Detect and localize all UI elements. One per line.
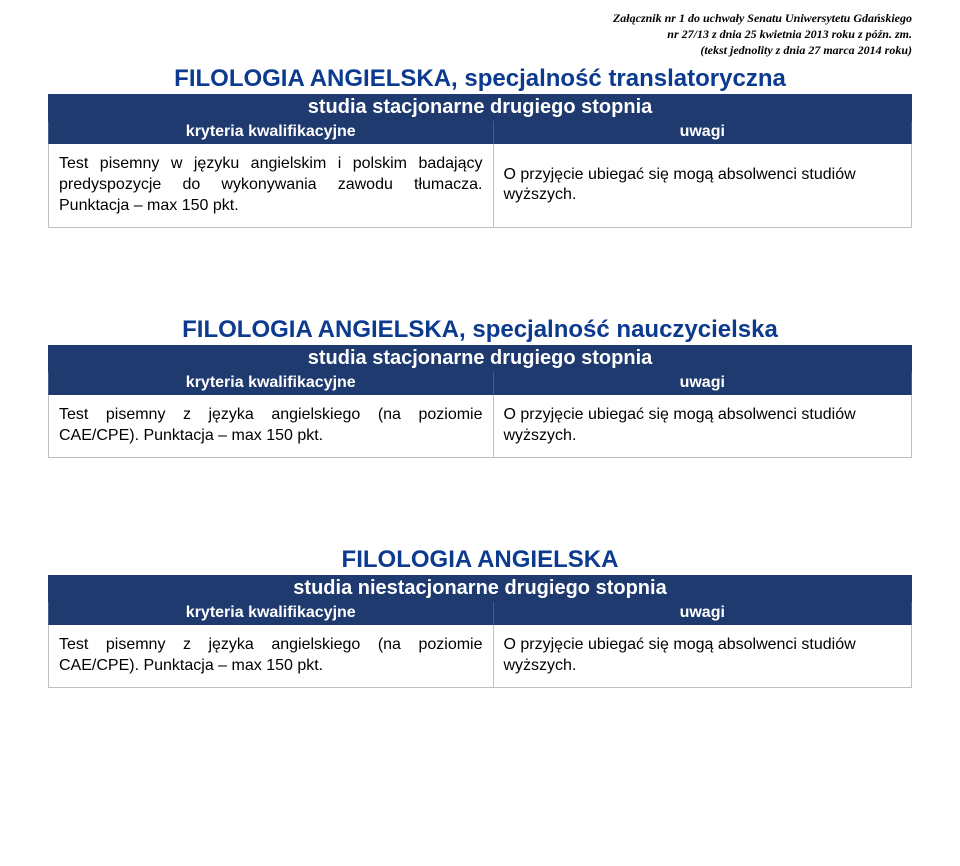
criteria-cell-left: Test pisemny z języka angielskiego (na p… xyxy=(49,625,494,687)
section-translatoryczna: FILOLOGIA ANGIELSKA, specjalność transla… xyxy=(48,65,912,228)
criteria-header-right: uwagi xyxy=(493,372,912,395)
criteria-cell-left: Test pisemny z języka angielskiego (na p… xyxy=(49,395,494,457)
criteria-header-left: kryteria kwalifikacyjne xyxy=(49,121,494,144)
section-title: FILOLOGIA ANGIELSKA xyxy=(48,546,912,574)
section-subtitle-bar: studia stacjonarne drugiego stopnia xyxy=(48,345,912,372)
criteria-header-left: kryteria kwalifikacyjne xyxy=(49,372,494,395)
section-nauczycielska: FILOLOGIA ANGIELSKA, specjalność nauczyc… xyxy=(48,316,912,458)
criteria-header-row: kryteria kwalifikacyjne uwagi xyxy=(49,372,912,395)
section-title: FILOLOGIA ANGIELSKA, specjalność nauczyc… xyxy=(48,316,912,344)
header-line-2: nr 27/13 z dnia 25 kwietnia 2013 roku z … xyxy=(667,27,912,41)
section-subtitle-bar: studia niestacjonarne drugiego stopnia xyxy=(48,575,912,602)
criteria-header-right: uwagi xyxy=(493,121,912,144)
criteria-cell-right: O przyjęcie ubiegać się mogą absolwenci … xyxy=(493,144,912,227)
page: Załącznik nr 1 do uchwały Senatu Uniwers… xyxy=(0,0,960,866)
criteria-body-row: Test pisemny z języka angielskiego (na p… xyxy=(49,395,912,457)
section-subtitle-bar: studia stacjonarne drugiego stopnia xyxy=(48,94,912,121)
header-line-1: Załącznik nr 1 do uchwały Senatu Uniwers… xyxy=(613,11,912,25)
criteria-header-row: kryteria kwalifikacyjne uwagi xyxy=(49,121,912,144)
criteria-cell-right: O przyjęcie ubiegać się mogą absolwenci … xyxy=(493,625,912,687)
header-line-3: (tekst jednolity z dnia 27 marca 2014 ro… xyxy=(700,43,912,57)
criteria-body-row: Test pisemny z języka angielskiego (na p… xyxy=(49,625,912,687)
criteria-table: kryteria kwalifikacyjne uwagi Test pisem… xyxy=(48,121,912,227)
criteria-cell-left: Test pisemny w języku angielskim i polsk… xyxy=(49,144,494,227)
criteria-header-left: kryteria kwalifikacyjne xyxy=(49,602,494,625)
criteria-cell-right: O przyjęcie ubiegać się mogą absolwenci … xyxy=(493,395,912,457)
criteria-header-row: kryteria kwalifikacyjne uwagi xyxy=(49,602,912,625)
section-title: FILOLOGIA ANGIELSKA, specjalność transla… xyxy=(48,65,912,93)
criteria-body-row: Test pisemny w języku angielskim i polsk… xyxy=(49,144,912,227)
criteria-table: kryteria kwalifikacyjne uwagi Test pisem… xyxy=(48,372,912,458)
section-niestacjonarne: FILOLOGIA ANGIELSKA studia niestacjonarn… xyxy=(48,546,912,688)
criteria-table: kryteria kwalifikacyjne uwagi Test pisem… xyxy=(48,602,912,688)
header-note: Załącznik nr 1 do uchwały Senatu Uniwers… xyxy=(48,10,912,59)
criteria-header-right: uwagi xyxy=(493,602,912,625)
